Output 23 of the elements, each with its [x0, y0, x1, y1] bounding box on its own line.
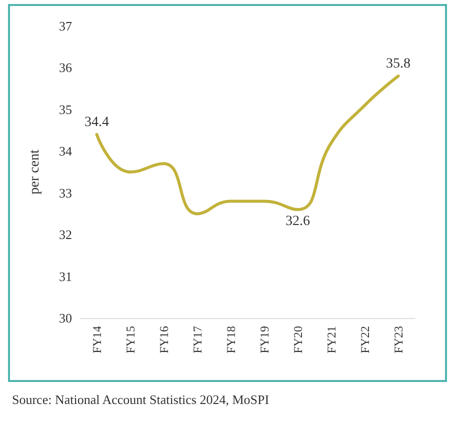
x-tick-label: FY21	[324, 326, 338, 354]
x-tick-label: FY17	[190, 326, 204, 354]
y-axis-title: per cent	[28, 150, 42, 194]
y-tick-label: 36	[59, 60, 72, 76]
x-tick-label: FY14	[90, 326, 104, 354]
x-tick-label: FY23	[391, 326, 406, 354]
y-tick-label: 35	[59, 102, 72, 117]
y-tick-label: 33	[59, 185, 72, 200]
data-label: 32.6	[286, 214, 310, 230]
y-tick-label: 37	[59, 18, 72, 34]
y-tick-label: 34	[59, 144, 72, 159]
y-tick-label: 30	[59, 310, 72, 326]
x-tick-label: FY22	[358, 326, 372, 354]
x-tick-label: FY20	[290, 326, 305, 354]
x-tick-label: FY15	[123, 326, 138, 354]
data-label: 35.8	[386, 56, 410, 72]
data-label: 34.4	[84, 114, 109, 130]
x-tick-label: FY16	[156, 326, 171, 354]
y-tick-label: 32	[59, 227, 72, 242]
x-tick-label: FY18	[224, 326, 238, 354]
x-tick-label: FY19	[257, 326, 272, 354]
y-tick-label: 31	[59, 268, 72, 284]
source-note: Source: National Account Statistics 2024, MoSPI	[12, 392, 270, 408]
